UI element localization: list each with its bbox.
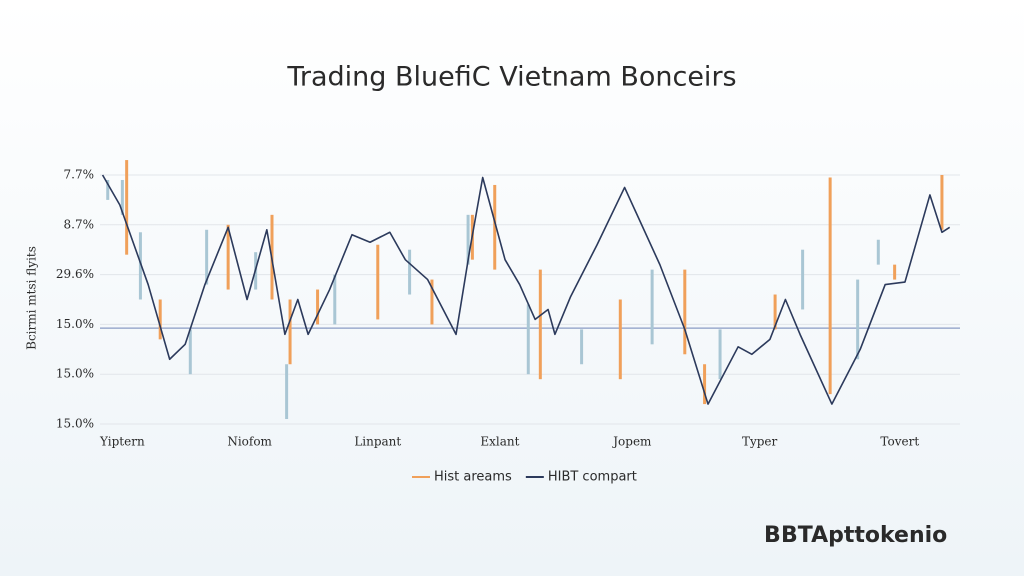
bar [466, 214, 470, 265]
bar [538, 269, 542, 380]
brand: BTApttokenio [781, 523, 947, 548]
bar [493, 184, 497, 270]
legend-label: Hist areams [434, 470, 512, 485]
bar [940, 175, 944, 230]
line [101, 174, 951, 405]
y-tick-label: 15.0% [56, 417, 94, 431]
bar [718, 329, 722, 380]
x-tick-label: Typer [742, 435, 778, 449]
y-tick-label: 15.0% [56, 367, 94, 381]
x-tick-label: Niofom [227, 435, 272, 449]
bar [430, 279, 434, 325]
y-tick-label: 15.0% [56, 317, 94, 331]
x-tick-label: Yiptern [99, 435, 145, 449]
bar [618, 299, 622, 380]
bar [205, 229, 209, 285]
x-tick-label: Exlant [480, 435, 519, 449]
bar [893, 264, 897, 280]
bar [188, 329, 192, 375]
legend-label: HIBT compart [548, 470, 637, 485]
bar [138, 232, 142, 300]
bar [683, 269, 687, 355]
y-tick-label: 8.7% [64, 217, 95, 231]
bar [801, 249, 805, 310]
y-tick-label: 7.7% [64, 168, 95, 182]
bar [828, 177, 832, 395]
x-tick-label: Jopem [611, 435, 652, 449]
bar [876, 239, 880, 265]
bar [856, 279, 860, 360]
x-tick-label: Linpant [354, 435, 401, 449]
bar [316, 289, 320, 325]
y-tick-label: 29.6% [56, 267, 94, 281]
y-axis-label: Bcirmi mtsi flyits [25, 246, 39, 350]
bar [106, 179, 110, 200]
bar [120, 179, 124, 215]
bar [773, 294, 777, 330]
bar [408, 249, 412, 295]
bar [650, 269, 654, 345]
bar [703, 364, 707, 405]
bar [285, 364, 289, 420]
chart-title: Trading BluefiC Vietnam Bonceirs [286, 62, 736, 93]
bar [158, 299, 162, 340]
x-tick-label: Tovert [880, 435, 919, 449]
bar [288, 299, 292, 365]
bar [526, 304, 530, 375]
bar [333, 274, 337, 325]
bar [125, 160, 129, 255]
bar [376, 244, 380, 320]
bar [226, 224, 230, 290]
brand-mark: B [764, 523, 781, 548]
bar [580, 329, 584, 365]
